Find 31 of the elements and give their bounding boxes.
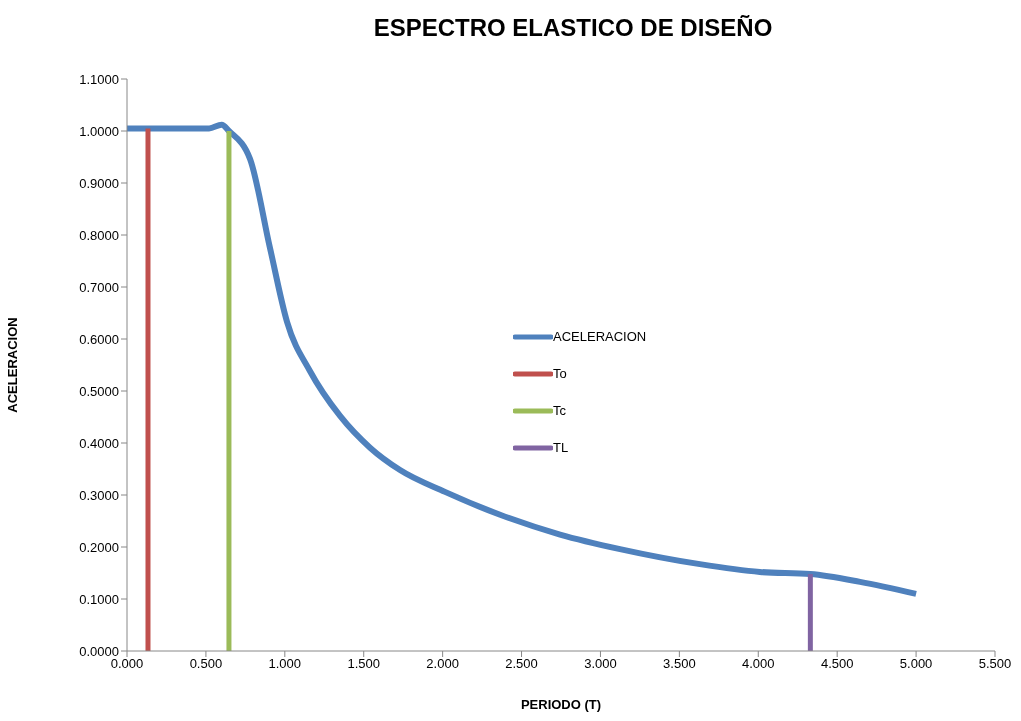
y-tick-label: 0.9000 <box>79 175 119 191</box>
x-tick-label: 3.000 <box>584 656 617 672</box>
x-tick-label: 4.000 <box>742 656 775 672</box>
x-tick-label: 5.500 <box>978 656 1012 672</box>
x-tick-label: 2.000 <box>426 656 459 672</box>
legend-label: To <box>553 366 567 381</box>
legend-label: ACELERACION <box>553 329 647 344</box>
x-tick-label: 0.500 <box>189 656 223 672</box>
y-tick-label: 1.1000 <box>79 71 119 87</box>
y-tick-label: 0.4000 <box>79 435 119 451</box>
y-tick-label: 0.7000 <box>79 279 119 295</box>
x-tick-label: 1.000 <box>268 656 302 672</box>
x-tick-label: 4.500 <box>820 656 854 672</box>
x-tick-label: 5.000 <box>899 656 933 672</box>
y-tick-label: 0.6000 <box>79 331 119 347</box>
x-axis-title: PERIODO (T) <box>520 697 602 712</box>
legend-label: TL <box>553 440 569 455</box>
y-tick-label: 0.5000 <box>79 383 119 399</box>
y-tick-label: 0.0000 <box>79 643 119 659</box>
legend-label: Tc <box>553 403 566 418</box>
x-tick-label: 2.500 <box>505 656 538 672</box>
y-axis-title: ACELERACION <box>4 317 20 413</box>
y-tick-label: 0.1000 <box>79 591 119 607</box>
x-tick-label: 1.500 <box>347 656 380 672</box>
y-tick-label: 0.2000 <box>79 539 119 555</box>
y-tick-label: 1.0000 <box>79 123 119 139</box>
y-tick-label: 0.8000 <box>79 227 119 243</box>
x-tick-label: 0.000 <box>110 656 144 672</box>
x-tick-label: 3.500 <box>663 656 696 672</box>
y-tick-label: 0.3000 <box>79 487 119 503</box>
chart-title: ESPECTRO ELASTICO DE DISEÑO <box>372 14 774 42</box>
